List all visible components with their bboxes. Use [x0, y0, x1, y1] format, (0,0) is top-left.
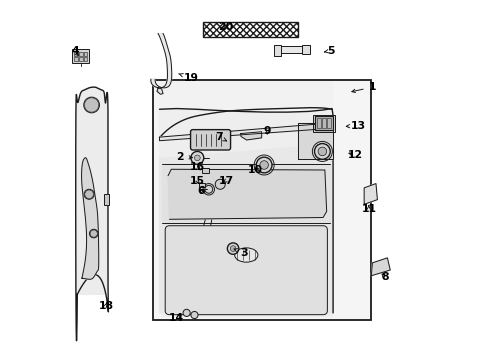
Polygon shape — [162, 164, 329, 223]
Text: 18: 18 — [98, 301, 113, 311]
Text: 17: 17 — [218, 176, 233, 186]
Bar — [104, 194, 109, 205]
Text: 20: 20 — [218, 22, 233, 32]
Text: 12: 12 — [347, 150, 362, 160]
Text: 9: 9 — [264, 126, 271, 136]
Bar — [301, 45, 309, 54]
Text: 13: 13 — [346, 121, 365, 131]
Polygon shape — [241, 132, 261, 140]
Circle shape — [194, 155, 200, 161]
Text: 1: 1 — [351, 82, 375, 93]
Circle shape — [227, 243, 238, 254]
Circle shape — [190, 152, 203, 164]
Polygon shape — [159, 109, 332, 316]
Polygon shape — [157, 88, 163, 94]
Circle shape — [190, 311, 198, 319]
Bar — [315, 116, 332, 130]
Bar — [72, 49, 89, 63]
Circle shape — [314, 144, 329, 159]
Bar — [83, 52, 87, 56]
Polygon shape — [81, 158, 99, 279]
Circle shape — [317, 147, 326, 156]
Polygon shape — [150, 33, 171, 88]
Text: 2: 2 — [176, 152, 192, 162]
Bar — [79, 57, 82, 61]
Bar — [153, 80, 370, 320]
Bar — [74, 52, 78, 56]
Text: 7: 7 — [215, 132, 226, 142]
Text: 19: 19 — [178, 73, 199, 83]
Circle shape — [183, 309, 190, 316]
Circle shape — [204, 185, 212, 193]
Circle shape — [230, 246, 235, 251]
Bar — [312, 114, 335, 132]
Bar — [273, 45, 281, 56]
Text: 3: 3 — [234, 248, 248, 258]
Circle shape — [89, 229, 98, 238]
FancyBboxPatch shape — [165, 226, 326, 315]
Text: 6: 6 — [197, 186, 204, 197]
Polygon shape — [298, 123, 332, 158]
Bar — [316, 118, 320, 128]
Text: 4: 4 — [71, 46, 79, 57]
Circle shape — [90, 230, 97, 237]
Circle shape — [84, 98, 99, 112]
Bar — [203, 22, 298, 37]
Polygon shape — [370, 258, 389, 276]
Text: 16: 16 — [189, 162, 204, 172]
Ellipse shape — [234, 248, 257, 262]
Text: 5: 5 — [324, 46, 334, 56]
Circle shape — [256, 157, 271, 173]
Polygon shape — [168, 169, 326, 219]
Bar — [279, 46, 301, 53]
Circle shape — [259, 161, 268, 169]
Bar — [79, 52, 82, 56]
Bar — [201, 168, 208, 173]
Bar — [74, 57, 78, 61]
Bar — [83, 57, 87, 61]
Polygon shape — [159, 123, 332, 141]
Polygon shape — [159, 144, 332, 313]
Bar — [326, 118, 330, 128]
Text: 14: 14 — [169, 312, 184, 323]
Circle shape — [215, 179, 225, 189]
Text: 11: 11 — [361, 203, 376, 213]
Circle shape — [84, 189, 94, 199]
Text: 15: 15 — [189, 176, 204, 186]
FancyBboxPatch shape — [190, 130, 230, 150]
Bar — [199, 183, 205, 187]
Text: 8: 8 — [380, 272, 388, 282]
Bar — [322, 118, 325, 128]
Circle shape — [84, 190, 93, 199]
Circle shape — [83, 97, 99, 113]
Polygon shape — [76, 87, 108, 294]
Text: 10: 10 — [247, 165, 262, 175]
Polygon shape — [364, 184, 377, 204]
